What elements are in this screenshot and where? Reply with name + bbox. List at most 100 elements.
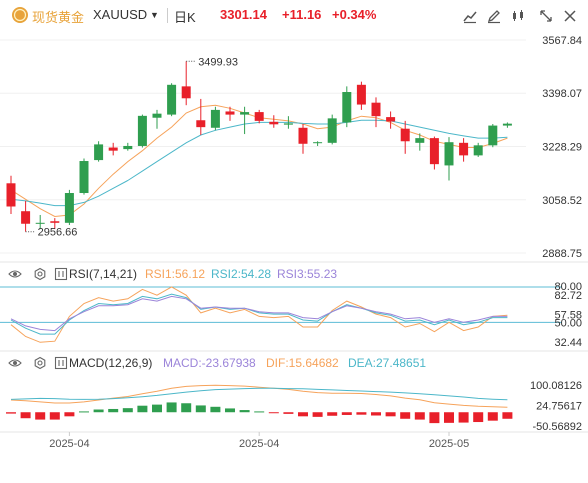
price-change: +11.16: [282, 7, 322, 22]
candle[interactable]: [64, 189, 74, 226]
settings-icon[interactable]: [34, 356, 46, 370]
candle-body: [79, 161, 89, 194]
candle[interactable]: [444, 137, 454, 181]
macd-bar: [254, 411, 265, 413]
macd-title: MACD(12,26,9): [69, 356, 152, 370]
candle-body: [225, 111, 235, 115]
macd-bar: [49, 412, 60, 420]
macd-bar: [20, 412, 31, 419]
rsi-tick-label: 82.72: [554, 290, 582, 302]
candle-body: [123, 145, 133, 150]
chevron-down-icon[interactable]: ▼: [150, 10, 159, 20]
dea-legend: DEA:27.48651: [348, 356, 426, 370]
candle-body: [64, 193, 74, 223]
candle[interactable]: [123, 142, 133, 151]
candle[interactable]: [152, 109, 162, 129]
macd-header: MACD(12,26,9) MACD:-23.67938 DIF:15.6468…: [8, 356, 426, 370]
candle-body: [459, 142, 469, 156]
candle[interactable]: [167, 83, 177, 117]
candle[interactable]: [21, 200, 31, 232]
indicator-menu-icon[interactable]: [54, 356, 68, 370]
candle-body: [240, 112, 250, 115]
candle[interactable]: [35, 214, 45, 230]
candle[interactable]: [108, 142, 118, 156]
macd-bar: [108, 408, 119, 413]
candle-body: [400, 128, 410, 142]
candle[interactable]: [400, 120, 410, 154]
settings-icon[interactable]: [34, 267, 46, 281]
time-tick-label: 2025-04: [239, 438, 279, 450]
candle[interactable]: [254, 109, 264, 124]
candle[interactable]: [371, 97, 381, 128]
candle[interactable]: [298, 124, 308, 154]
candle[interactable]: [327, 114, 337, 145]
candle-style-icon[interactable]: [510, 8, 526, 24]
eye-icon[interactable]: [8, 270, 22, 278]
candle-body: [415, 138, 425, 143]
candle[interactable]: [473, 142, 483, 157]
rsi-lines: [10, 286, 508, 343]
indicator-menu-icon[interactable]: [54, 267, 68, 281]
candle-body: [35, 222, 45, 224]
candle-body: [327, 118, 337, 143]
candle[interactable]: [356, 81, 366, 110]
candle-body: [137, 115, 147, 146]
price-change-percent: +0.34%: [332, 7, 377, 22]
candle[interactable]: [488, 124, 498, 148]
candle-body: [429, 138, 439, 165]
macd-bar: [444, 412, 454, 423]
draw-pencil-icon[interactable]: [486, 8, 502, 24]
symbol-code[interactable]: XAUUSD: [93, 7, 148, 22]
high-annotation: 3499.93: [198, 56, 238, 68]
candle[interactable]: [94, 141, 104, 162]
macd-tick-label: -50.56892: [532, 421, 582, 433]
symbol-name[interactable]: 现货黄金: [32, 10, 85, 25]
price-annotations: 3499.93 2956.66: [25, 56, 238, 239]
candle[interactable]: [50, 218, 60, 230]
candle-body: [371, 102, 381, 117]
price-tick-label: 3058.52: [542, 195, 582, 207]
rsi-header: RSI(7,14,21) RSI1:56.12 RSI2:54.28 RSI3:…: [8, 267, 337, 281]
candle[interactable]: [240, 106, 250, 135]
rsi2-legend: RSI2:54.28: [211, 267, 271, 281]
candle[interactable]: [313, 141, 323, 146]
macd-tick-label: 100.08126: [530, 380, 582, 392]
candle[interactable]: [459, 138, 469, 162]
eye-icon[interactable]: [8, 359, 22, 367]
macd-bar: [210, 406, 221, 413]
candle-body: [108, 147, 118, 151]
candle[interactable]: [79, 158, 89, 195]
close-icon[interactable]: [562, 8, 578, 24]
time-tick-label: 2025-05: [429, 438, 469, 450]
candle[interactable]: [429, 136, 439, 170]
macd-histogram: [6, 402, 513, 424]
macd-bar: [327, 412, 338, 416]
time-axis: 2025-04 2025-04 2025-05: [49, 432, 469, 450]
candle-body: [152, 113, 162, 118]
candle[interactable]: [502, 122, 512, 128]
candle[interactable]: [210, 106, 220, 131]
candle[interactable]: [225, 106, 235, 121]
macd-bar: [93, 409, 104, 413]
candle-body: [6, 183, 16, 207]
candle[interactable]: [386, 111, 396, 129]
candle[interactable]: [137, 114, 147, 148]
period-selector[interactable]: 日K: [174, 10, 196, 25]
price-tick-label: 3228.29: [542, 142, 582, 154]
candle-body: [196, 120, 206, 128]
candle[interactable]: [181, 61, 191, 106]
fullscreen-icon[interactable]: [538, 8, 554, 24]
macd-bar: [502, 412, 513, 419]
indicator-chart-icon[interactable]: [462, 8, 478, 24]
macd-bar: [137, 405, 148, 413]
macd-bar: [166, 402, 177, 413]
candle[interactable]: [415, 133, 425, 151]
macd-bar: [429, 412, 440, 424]
candle-body: [167, 84, 177, 115]
candle[interactable]: [342, 86, 352, 128]
candle[interactable]: [269, 115, 279, 128]
candle[interactable]: [283, 116, 293, 129]
candle[interactable]: [6, 175, 16, 215]
candle[interactable]: [196, 98, 206, 135]
